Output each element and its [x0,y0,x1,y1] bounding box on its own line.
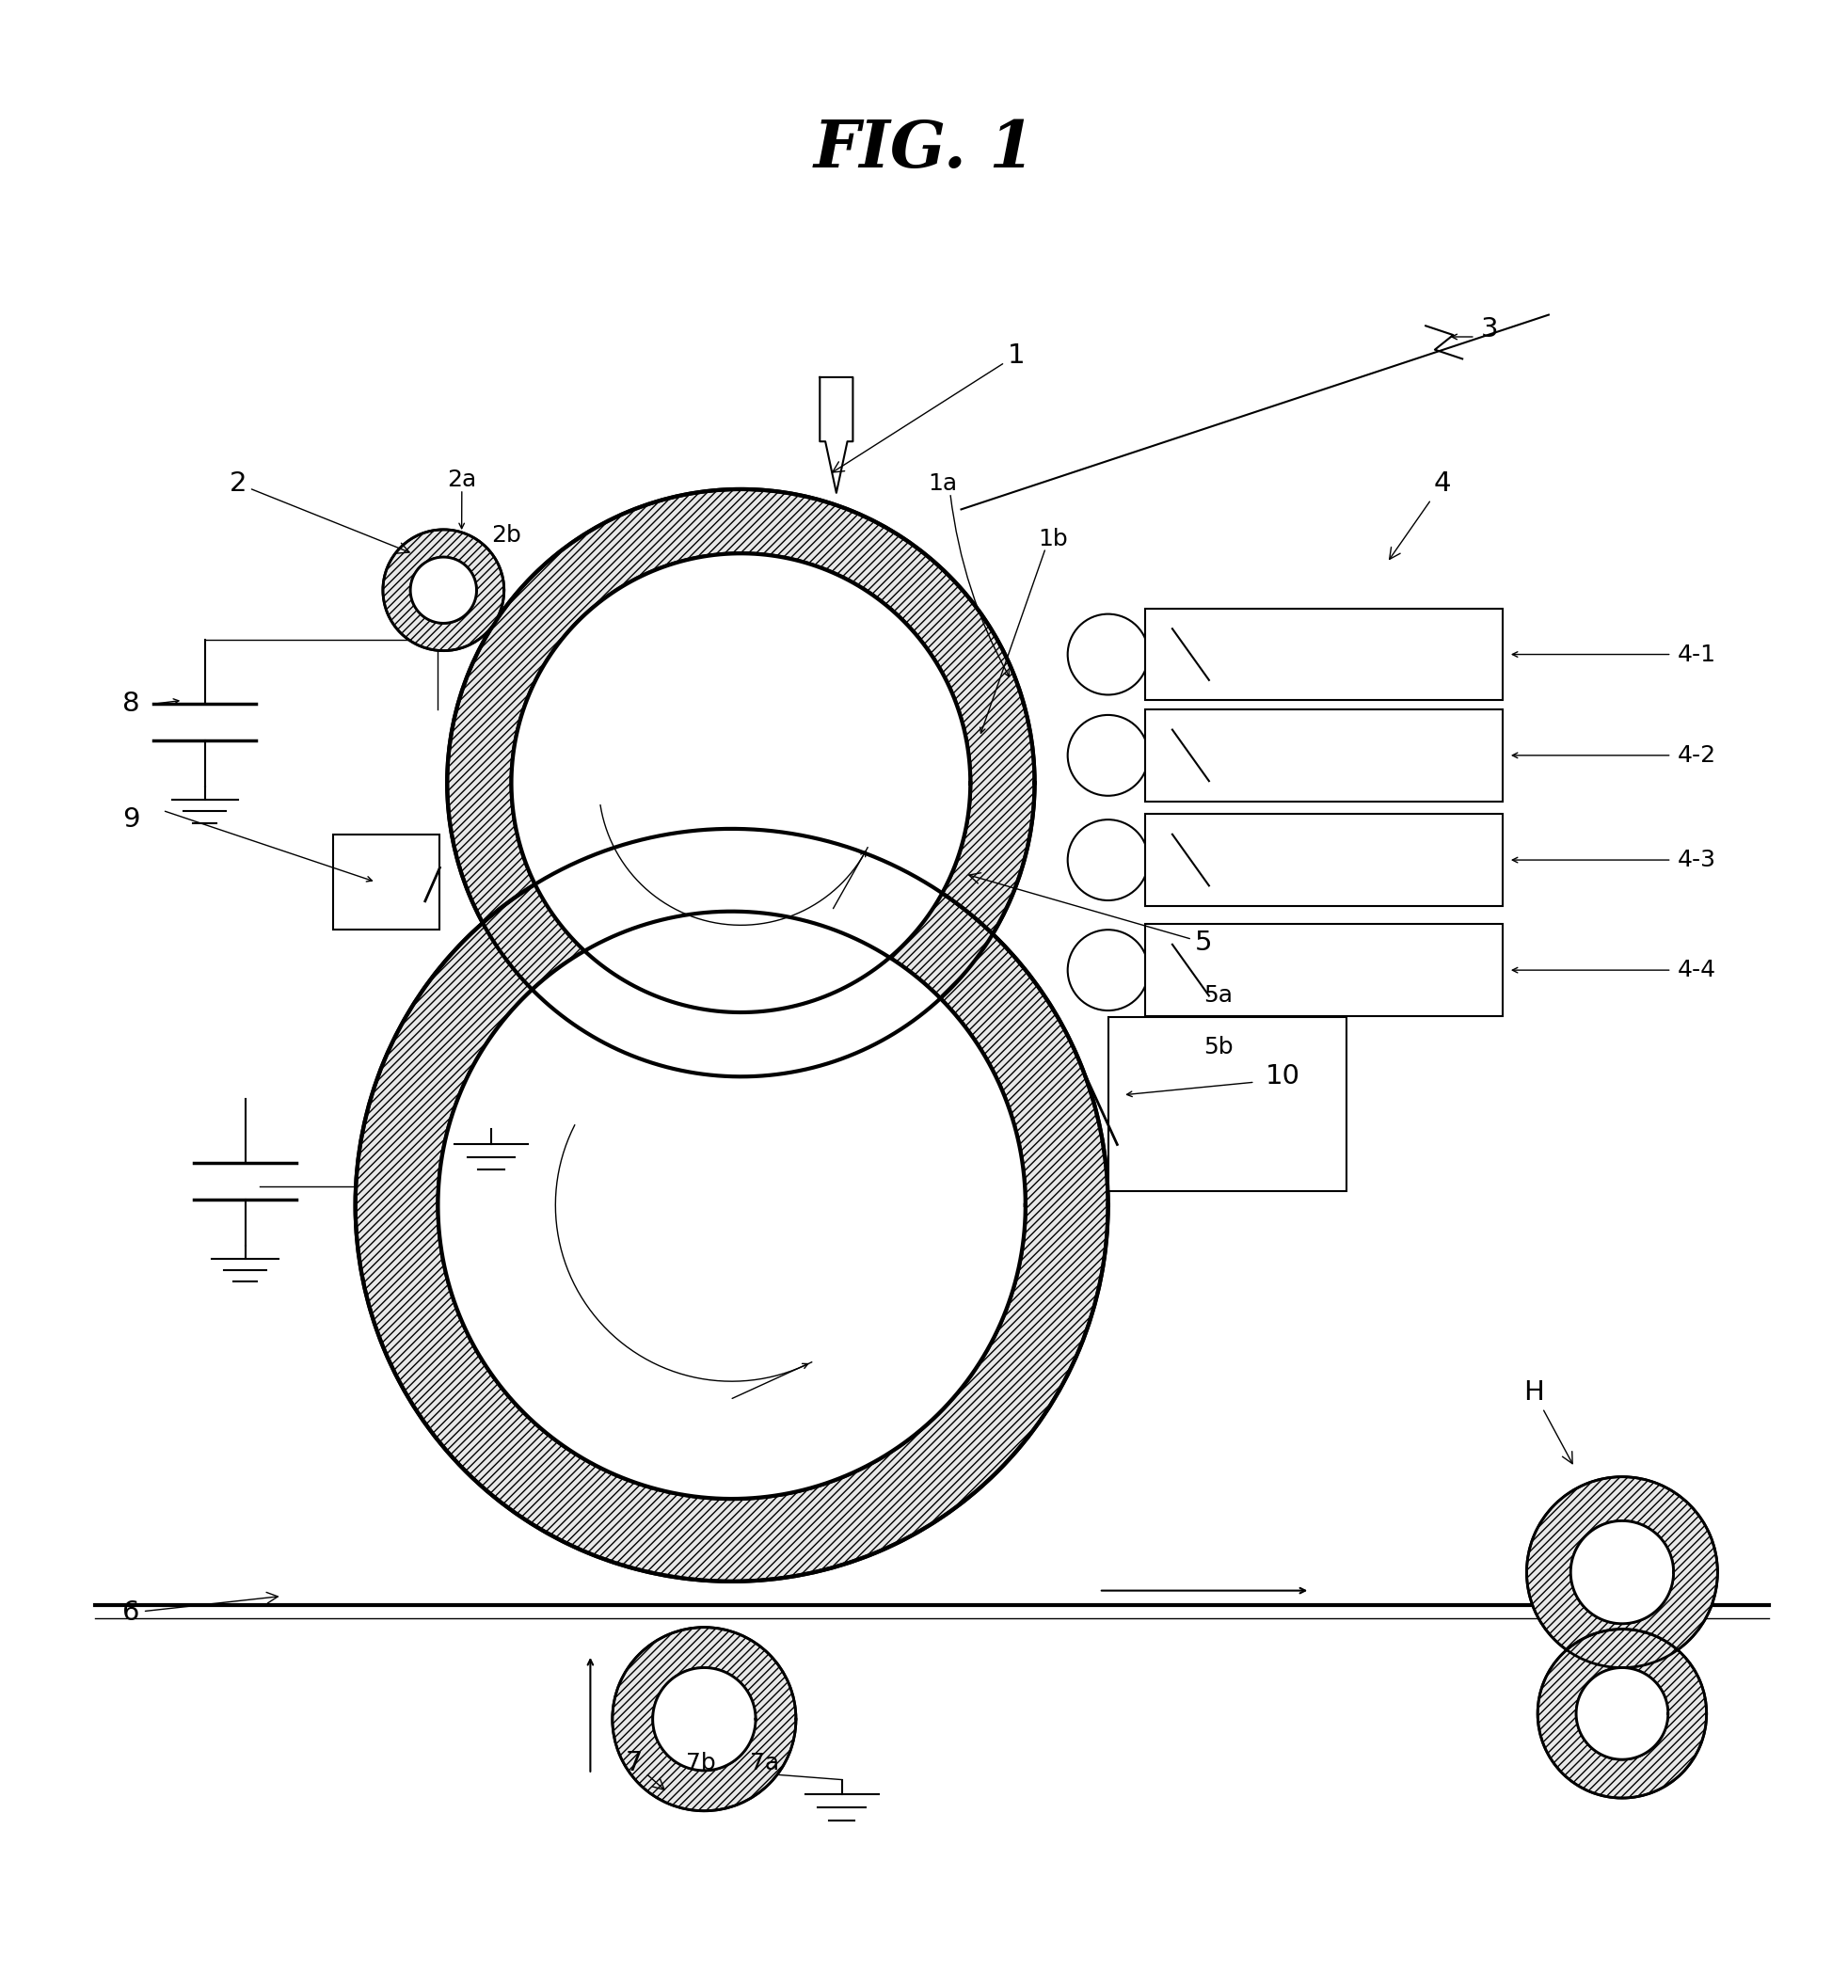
Circle shape [1571,1521,1672,1624]
Text: 5a: 5a [1203,984,1233,1008]
Circle shape [447,489,1035,1077]
Bar [1144,815,1502,907]
Text: FIG. 1: FIG. 1 [813,117,1035,181]
Bar [1144,924,1502,1016]
Text: 4: 4 [1388,471,1451,559]
Text: 4-3: 4-3 [1676,849,1715,871]
Text: 1a: 1a [928,473,957,495]
Circle shape [612,1628,795,1811]
Text: 8: 8 [122,690,140,718]
Bar [1066,604,1506,704]
Text: 5: 5 [968,873,1212,956]
Bar [1144,710,1502,801]
Text: 4-1: 4-1 [1676,642,1715,666]
Bar [1066,920,1506,1020]
Text: 4-4: 4-4 [1676,958,1715,982]
Text: H: H [1523,1380,1571,1463]
Bar [1144,608,1502,700]
Text: 1b: 1b [1037,527,1068,551]
Text: 4-2: 4-2 [1676,744,1715,767]
Circle shape [1066,614,1148,694]
Circle shape [1538,1628,1706,1797]
Circle shape [1066,716,1148,795]
Text: 7a: 7a [750,1751,780,1775]
Circle shape [410,557,477,622]
Text: 6: 6 [122,1592,277,1626]
Circle shape [383,529,505,650]
Text: 2b: 2b [492,523,521,547]
Text: 10: 10 [1264,1064,1299,1089]
Circle shape [355,829,1107,1580]
Text: 1: 1 [832,342,1024,473]
Bar [1066,706,1506,805]
Circle shape [652,1668,756,1771]
Bar [1107,1018,1345,1191]
Circle shape [1526,1477,1717,1668]
Bar [1066,811,1506,911]
Circle shape [1574,1668,1667,1759]
Polygon shape [819,378,852,493]
Text: 3: 3 [1480,316,1499,342]
Text: 7b: 7b [686,1751,715,1775]
Circle shape [512,553,970,1012]
Bar [333,835,440,930]
Text: 7: 7 [625,1749,663,1789]
Text: 2a: 2a [447,469,477,491]
Text: 2: 2 [229,471,408,553]
Text: 9: 9 [122,807,140,833]
Circle shape [1066,930,1148,1010]
Text: 5b: 5b [1203,1036,1233,1058]
Circle shape [1066,819,1148,901]
Circle shape [438,911,1026,1499]
